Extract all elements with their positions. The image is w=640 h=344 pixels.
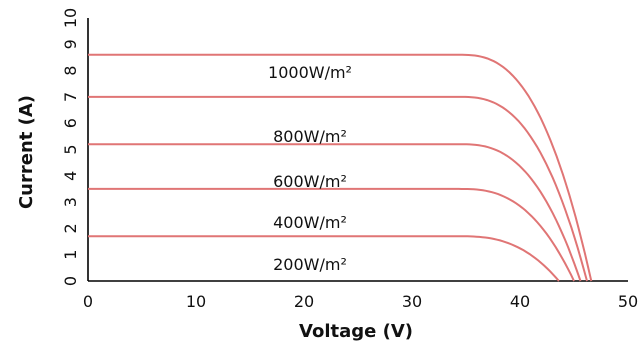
y-tick-label: 9 — [61, 39, 80, 49]
series-line — [88, 143, 582, 282]
x-tick-label: 0 — [83, 292, 93, 311]
series-line — [88, 95, 588, 282]
y-tick-label: 1 — [61, 250, 80, 260]
x-tick-label: 30 — [402, 292, 422, 311]
curve-label: 200W/m² — [273, 255, 347, 274]
x-axis-title: Voltage (V) — [299, 321, 413, 342]
x-tick-label: 10 — [186, 292, 206, 311]
curve-labels: 1000W/m² 800W/m² 600W/m² 400W/m² 200W/m² — [268, 63, 352, 274]
y-tick-labels: 0 1 2 3 4 5 6 7 8 9 10 — [61, 8, 80, 286]
x-tick-label: 50 — [618, 292, 638, 311]
x-tick-label: 20 — [294, 292, 314, 311]
y-tick-label: 3 — [61, 197, 80, 207]
axes — [87, 18, 628, 282]
x-tick-label: 40 — [510, 292, 530, 311]
curve-label: 1000W/m² — [268, 63, 352, 82]
curve-label: 600W/m² — [273, 172, 347, 191]
curve-label: 800W/m² — [273, 127, 347, 146]
series-line — [88, 53, 593, 282]
y-tick-label: 4 — [61, 171, 80, 181]
y-tick-label: 5 — [61, 144, 80, 154]
y-tick-label: 0 — [61, 276, 80, 286]
curve-label: 400W/m² — [273, 213, 347, 232]
y-tick-label: 2 — [61, 223, 80, 233]
x-tick-labels: 0 10 20 30 40 50 — [83, 292, 638, 311]
series-line — [88, 187, 575, 282]
y-tick-label: 7 — [61, 92, 80, 102]
y-tick-label: 6 — [61, 118, 80, 128]
y-axis-title: Current (A) — [16, 95, 37, 209]
series-line — [88, 235, 560, 282]
series-curves — [88, 53, 593, 282]
y-tick-label: 10 — [61, 8, 80, 28]
y-tick-label: 8 — [61, 66, 80, 76]
